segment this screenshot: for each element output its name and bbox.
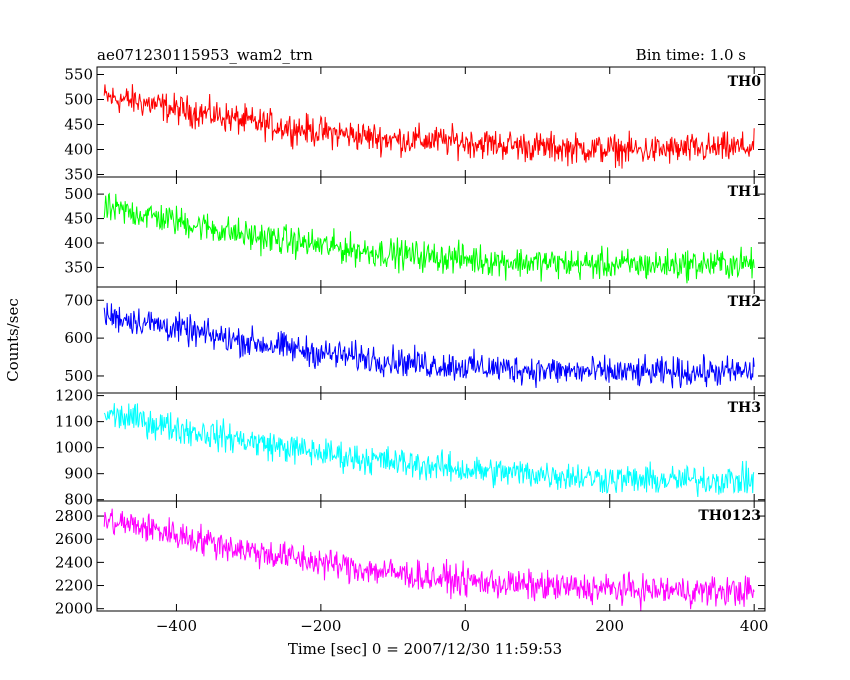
series-line-th2 [103, 302, 755, 389]
panel-frame-th0 [96, 66, 766, 178]
y-tick-label-th3: 800 [64, 491, 93, 509]
chart-title: ae071230115953_wam2_trn [97, 46, 313, 64]
panel-name-th0: TH0 [728, 74, 762, 90]
y-tick-label-th0123: 2200 [55, 577, 93, 595]
y-tick-label-th1: 500 [64, 185, 93, 203]
x-tick-label: 400 [740, 617, 769, 635]
series-line-th3 [103, 403, 755, 498]
y-tick-label-th2: 700 [64, 291, 93, 309]
y-tick-label-th1: 350 [64, 258, 93, 276]
panel-name-th2: TH2 [728, 294, 761, 310]
y-tick-label-th0: 350 [64, 166, 93, 184]
x-tick-label: −200 [300, 617, 341, 635]
y-tick-label-th3: 1100 [55, 413, 93, 431]
y-tick-label-th3: 900 [64, 465, 93, 483]
x-tick-label: −400 [156, 617, 197, 635]
y-tick-label-th3: 1000 [55, 439, 93, 457]
y-tick-label-th0123: 2600 [55, 530, 93, 548]
panels-group: 350 400 450 500 550 TH0 350 400 450 500 TH1 500 600 7… [55, 66, 769, 636]
y-axis-label: Counts/sec [4, 298, 22, 382]
panel-name-th3: TH3 [728, 400, 761, 416]
panel-name-th0123: TH0123 [698, 508, 761, 524]
panel-name-th1: TH1 [728, 184, 761, 200]
y-tick-label-th2: 500 [64, 367, 93, 385]
series-line-th1 [103, 192, 755, 284]
y-tick-label-th1: 450 [64, 210, 93, 228]
series-line-th0 [103, 84, 755, 169]
x-axis-label: Time [sec] 0 = 2007/12/30 11:59:53 [288, 640, 562, 658]
y-tick-label-th0123: 2400 [55, 553, 93, 571]
y-tick-label-th0: 450 [64, 116, 93, 134]
panel-frame-th2 [96, 286, 766, 394]
y-tick-label-th0: 400 [64, 141, 93, 159]
y-tick-label-th2: 600 [64, 329, 93, 347]
y-tick-label-th0: 500 [64, 91, 93, 109]
panel-frame-th0123 [96, 500, 766, 612]
y-tick-label-th0: 550 [64, 66, 93, 84]
series-line-th0123 [103, 508, 755, 611]
x-tick-label: 0 [461, 617, 471, 635]
y-tick-label-th0123: 2000 [55, 600, 93, 618]
y-tick-label-th3: 1200 [55, 387, 93, 405]
x-tick-label: 200 [595, 617, 624, 635]
bin-time-label: Bin time: 1.0 s [636, 46, 746, 64]
y-tick-label-th1: 400 [64, 234, 93, 252]
y-tick-label-th0123: 2800 [55, 507, 93, 525]
